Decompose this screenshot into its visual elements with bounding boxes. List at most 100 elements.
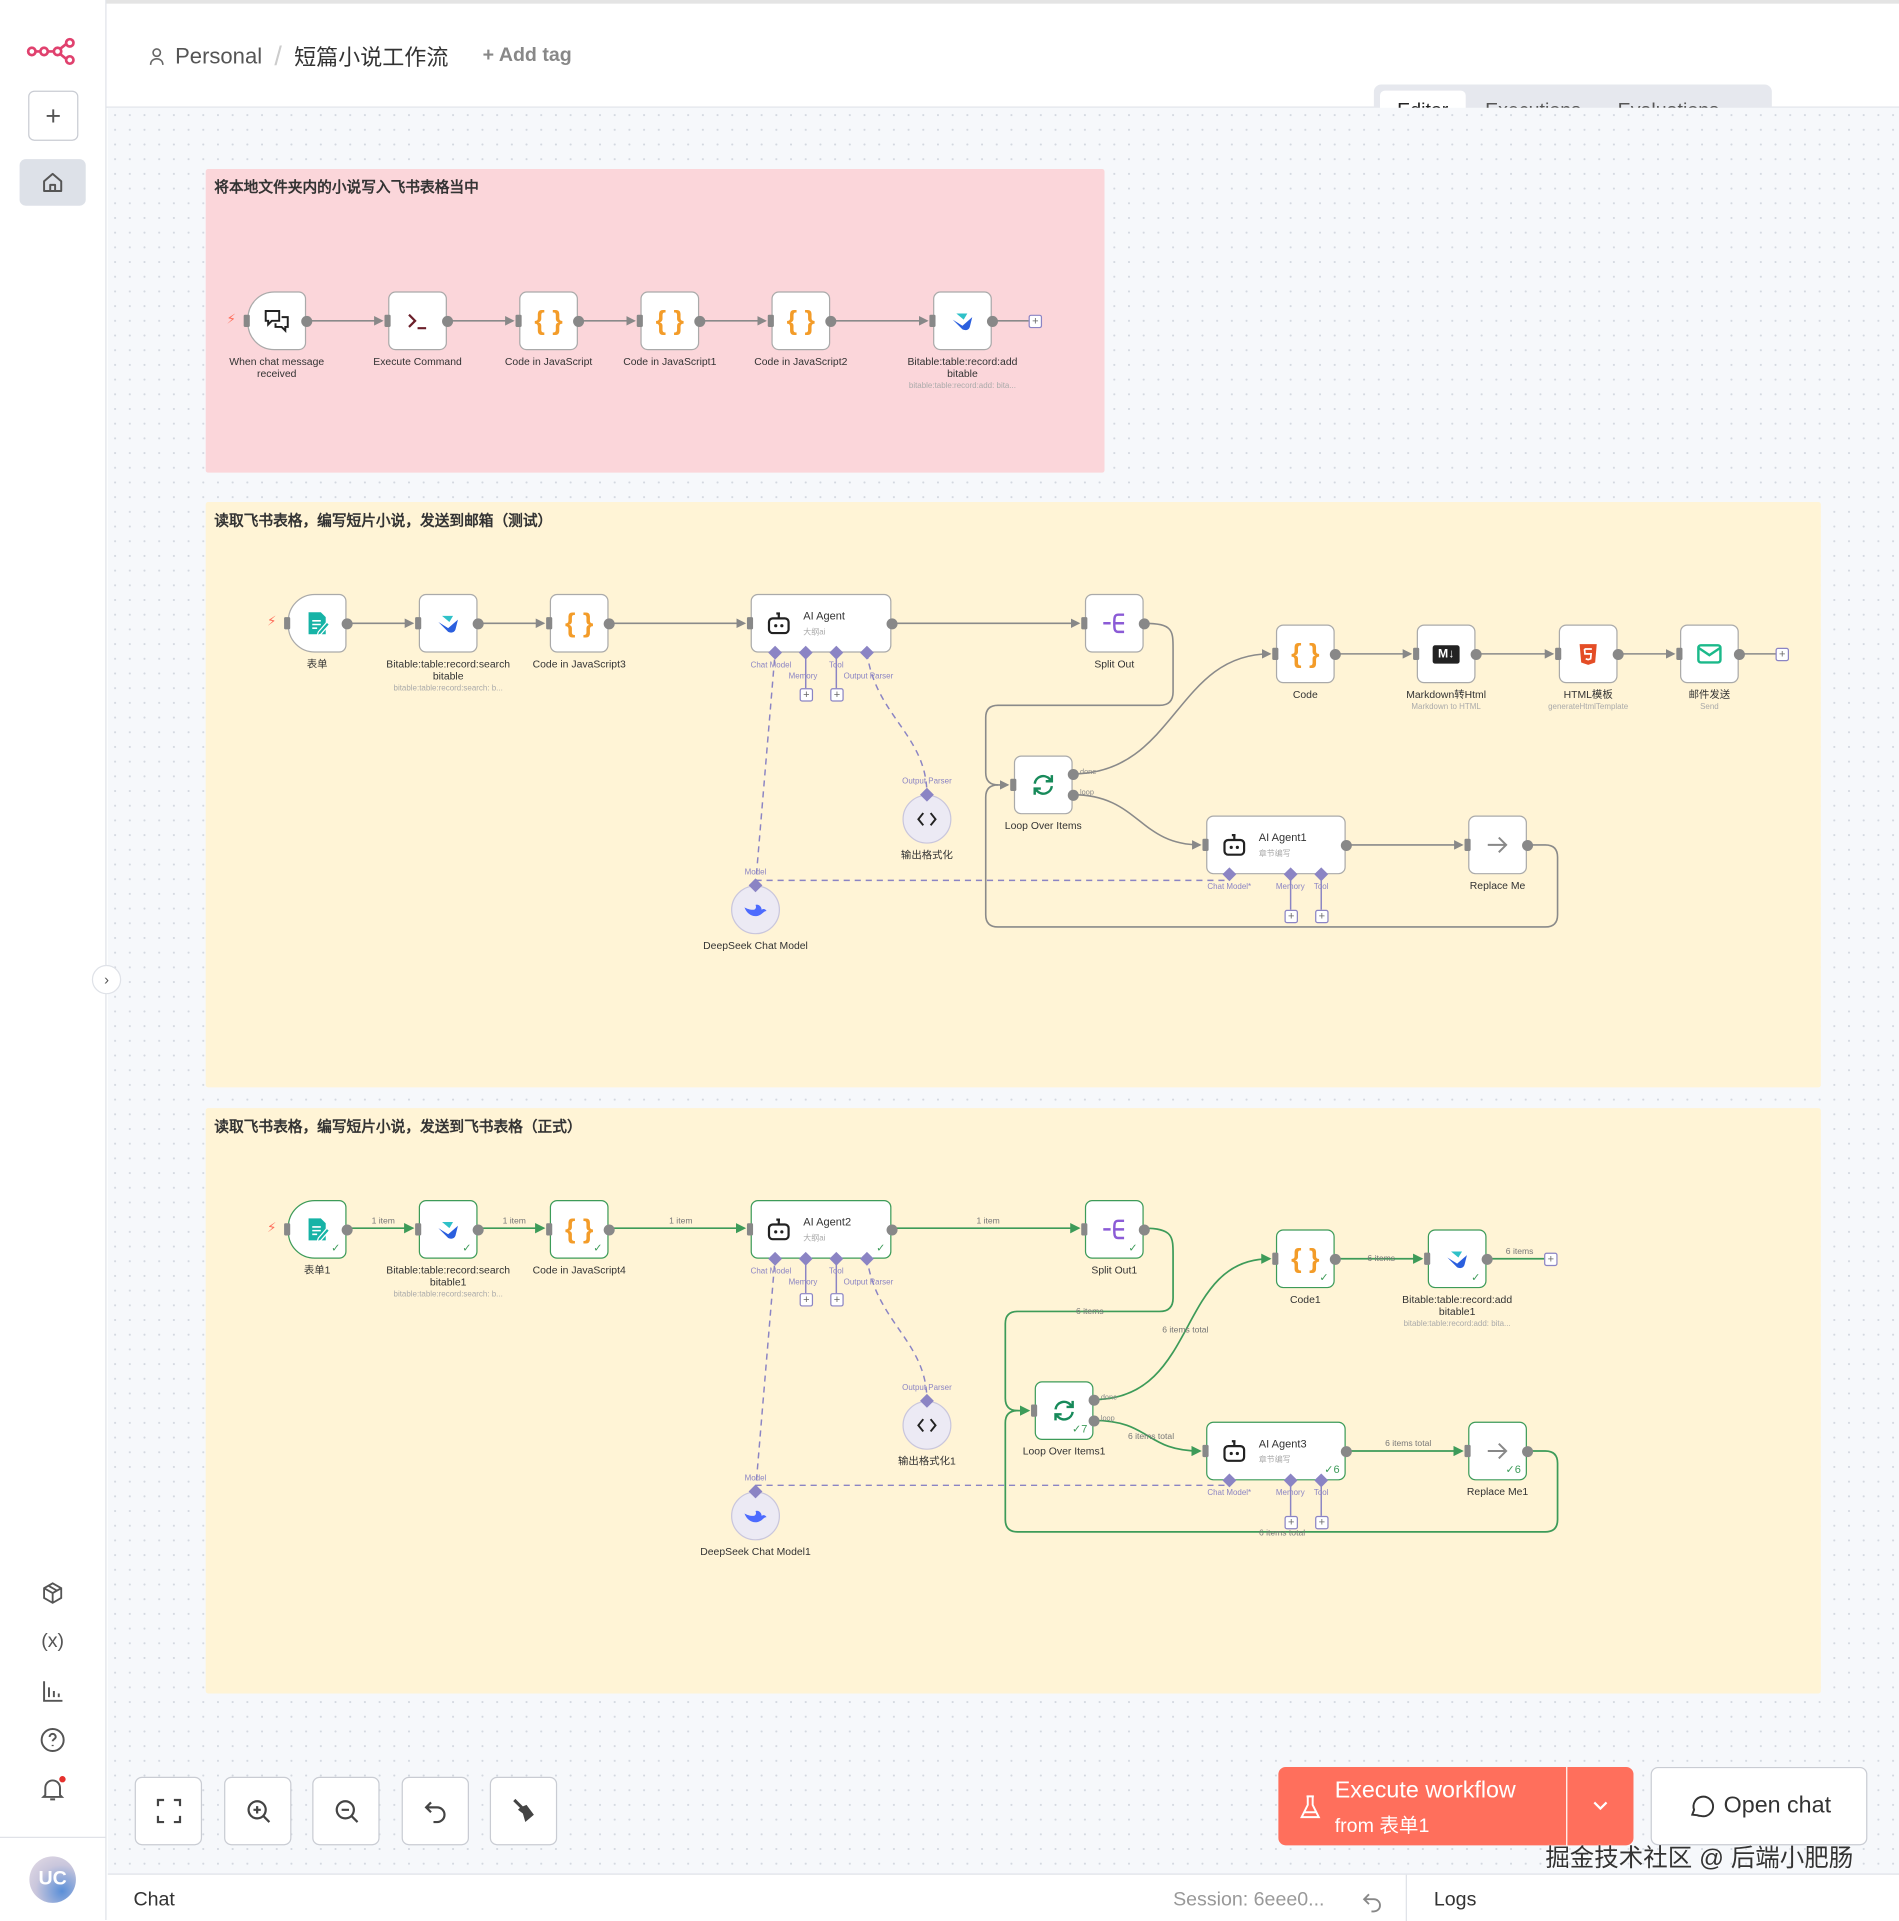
output-handle[interactable] [341, 1224, 353, 1236]
reset-zoom-button[interactable] [401, 1776, 469, 1846]
add-node-button[interactable]: + [1544, 1252, 1558, 1267]
output-handle[interactable] [986, 315, 998, 327]
input-handle[interactable] [1031, 1404, 1038, 1417]
workflow-node[interactable] [902, 1400, 952, 1450]
create-button[interactable]: + [28, 90, 79, 141]
input-handle[interactable] [284, 617, 291, 630]
templates-icon[interactable] [38, 1578, 67, 1607]
add-tag-button[interactable]: + Add tag [482, 45, 572, 67]
workflow-node[interactable]: ✓ [418, 1200, 478, 1259]
workflow-node[interactable] [1558, 624, 1618, 684]
input-handle[interactable] [1424, 1252, 1431, 1265]
workflow-node[interactable] [902, 794, 952, 844]
workflow-node[interactable] [1084, 593, 1144, 653]
variables-icon[interactable]: (x) [41, 1631, 65, 1652]
bell-icon[interactable] [38, 1774, 67, 1803]
output-handle[interactable] [442, 315, 454, 327]
input-handle[interactable] [415, 1223, 422, 1236]
output-handle[interactable] [603, 618, 615, 630]
output-handle[interactable] [472, 618, 484, 630]
output-handle[interactable] [1329, 648, 1341, 661]
output-handle[interactable] [1340, 840, 1352, 852]
workflow-node[interactable]: { } [771, 291, 831, 351]
workflow-node[interactable]: { } [519, 291, 578, 351]
workflow-node[interactable]: ✓ [1084, 1200, 1144, 1259]
workflow-node[interactable]: ✓ [1427, 1229, 1487, 1289]
workflow-node[interactable] [418, 593, 478, 653]
input-handle[interactable] [746, 1223, 754, 1236]
logs-panel-tab[interactable]: Logs [1433, 1889, 1477, 1911]
workflow-node[interactable] [247, 291, 307, 351]
execute-workflow-button[interactable]: Execute workflow from 表单1 [1278, 1766, 1634, 1846]
input-handle[interactable] [1202, 1444, 1209, 1458]
add-node-button[interactable]: + [799, 688, 814, 702]
help-icon[interactable] [38, 1725, 67, 1754]
input-handle[interactable] [243, 314, 250, 327]
zoom-out-button[interactable] [312, 1776, 380, 1846]
output-handle[interactable] [1612, 648, 1624, 661]
output-handle[interactable] [1340, 1446, 1352, 1458]
input-handle[interactable] [1081, 617, 1088, 630]
fit-view-button[interactable] [134, 1776, 203, 1846]
input-handle[interactable] [1272, 1252, 1279, 1265]
breadcrumb-project[interactable]: Personal [175, 43, 263, 68]
input-handle[interactable] [1676, 647, 1683, 661]
input-handle[interactable] [1464, 1444, 1471, 1458]
avatar[interactable]: UC [29, 1856, 76, 1903]
output-handle[interactable] [694, 315, 706, 327]
reset-session-icon[interactable] [1362, 1891, 1384, 1913]
workflow-node[interactable]: ✓6 [1468, 1421, 1527, 1481]
workflow-node[interactable]: { } [549, 593, 609, 653]
output-handle[interactable] [301, 315, 313, 327]
output-handle[interactable] [1329, 1253, 1341, 1265]
output-handle[interactable] [1067, 789, 1079, 801]
output-handle[interactable] [1522, 840, 1534, 852]
workflow-node[interactable]: ✓7 [1034, 1381, 1094, 1441]
workflow-node[interactable] [731, 1491, 781, 1541]
workflow-node[interactable] [287, 593, 347, 653]
add-node-button[interactable]: + [1284, 1515, 1298, 1530]
add-node-button[interactable]: + [1775, 647, 1789, 662]
workflow-node[interactable] [388, 291, 447, 351]
output-handle[interactable] [825, 315, 837, 327]
input-handle[interactable] [515, 314, 522, 327]
output-handle[interactable] [1088, 1415, 1100, 1427]
open-chat-button[interactable]: Open chat [1650, 1766, 1868, 1846]
workflow-node[interactable]: AI Agent1 章节编写 [1206, 815, 1346, 875]
n8n-logo[interactable] [26, 37, 77, 73]
workflow-node[interactable]: { } ✓ [549, 1200, 609, 1259]
output-handle[interactable] [886, 618, 898, 630]
workflow-node[interactable]: AI Agent2 大纲ai ✓ [750, 1200, 892, 1259]
workflow-node[interactable]: { } [640, 291, 700, 351]
workflow-node[interactable]: M↓ [1416, 624, 1476, 684]
input-handle[interactable] [546, 617, 553, 630]
add-node-button[interactable]: + [1315, 1515, 1329, 1530]
workflow-node[interactable] [1680, 624, 1739, 684]
input-handle[interactable] [284, 1223, 291, 1236]
workflow-node[interactable]: AI Agent3 章节编写 ✓6 [1206, 1421, 1346, 1481]
workflow-node[interactable]: { } ✓ [1275, 1229, 1335, 1289]
output-handle[interactable] [603, 1224, 615, 1236]
workflow-node[interactable]: ✓ [287, 1200, 347, 1259]
input-handle[interactable] [1555, 647, 1562, 661]
zoom-in-button[interactable] [224, 1776, 292, 1846]
input-handle[interactable] [746, 617, 754, 630]
workflow-node[interactable] [1468, 815, 1527, 875]
input-handle[interactable] [929, 314, 936, 327]
input-handle[interactable] [636, 314, 643, 327]
insights-icon[interactable] [38, 1676, 67, 1705]
input-handle[interactable] [1010, 778, 1017, 792]
tidy-up-button[interactable] [489, 1776, 558, 1846]
output-handle[interactable] [1138, 618, 1150, 630]
add-node-button[interactable]: + [799, 1293, 814, 1307]
add-node-button[interactable]: + [1284, 909, 1298, 924]
input-handle[interactable] [384, 314, 391, 327]
input-handle[interactable] [767, 314, 774, 327]
expand-sidebar-button[interactable]: › [91, 964, 122, 995]
add-node-button[interactable]: + [1028, 314, 1043, 329]
home-button[interactable] [19, 159, 86, 206]
output-handle[interactable] [573, 315, 585, 327]
add-node-button[interactable]: + [1315, 909, 1329, 924]
input-handle[interactable] [1202, 838, 1209, 852]
input-handle[interactable] [1413, 647, 1420, 661]
